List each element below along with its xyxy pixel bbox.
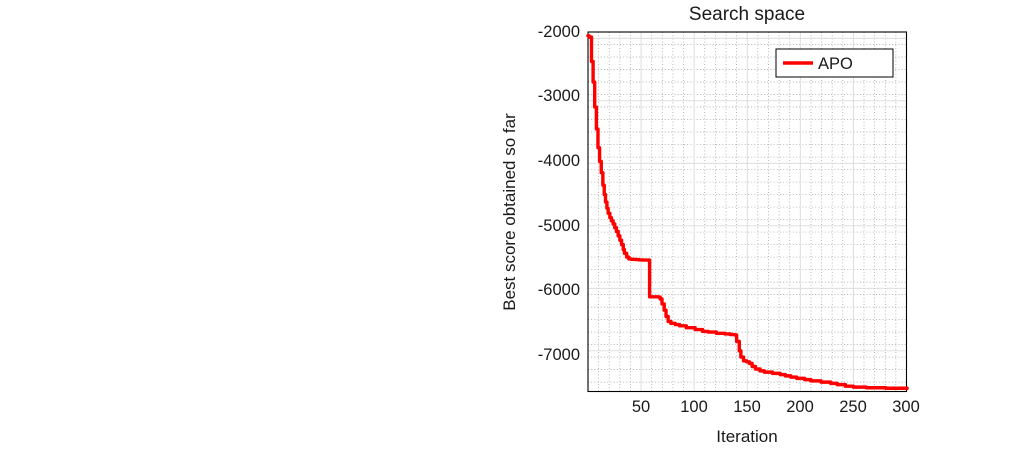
svg-text:50: 50 (632, 398, 650, 416)
svg-text:-5000: -5000 (538, 217, 580, 235)
svg-text:300: 300 (892, 398, 920, 416)
svg-text:-3000: -3000 (538, 87, 580, 105)
svg-text:-4000: -4000 (538, 152, 580, 170)
svg-text:Iteration: Iteration (716, 427, 777, 446)
svg-text:250: 250 (839, 398, 867, 416)
svg-text:150: 150 (733, 398, 761, 416)
svg-text:-2000: -2000 (538, 23, 580, 41)
svg-text:100: 100 (680, 398, 708, 416)
svg-text:-7000: -7000 (538, 346, 580, 364)
svg-text:-6000: -6000 (538, 281, 580, 299)
svg-text:200: 200 (786, 398, 814, 416)
svg-text:APO: APO (818, 55, 853, 73)
svg-text:Best score obtained so far: Best score obtained so far (500, 113, 519, 311)
svg-text:Search space: Search space (689, 4, 805, 25)
